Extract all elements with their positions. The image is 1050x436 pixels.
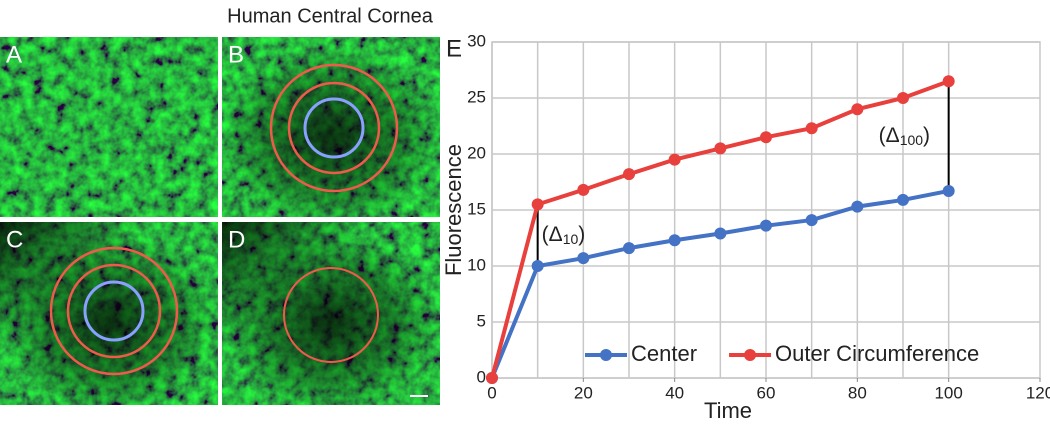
data-point [714,227,727,240]
annotation-text: (Δ [542,223,563,246]
data-point [623,242,635,255]
data-point [577,252,590,265]
legend-label: Center [631,341,697,366]
x-tick-label: 60 [757,383,776,402]
y-tick-label: 30 [467,31,486,50]
outer-ring [287,81,381,175]
x-tick-label: 20 [574,383,593,402]
y-tick-label: 25 [467,87,486,106]
x-tick-label: 100 [934,383,962,402]
data-point [714,142,727,155]
panel-label: A [6,41,22,68]
panel-label: E [446,35,462,62]
annotation-subscript: 10 [563,231,579,247]
legend-label: Outer Circumference [775,341,979,366]
data-point [668,153,681,166]
annotation-text: (Δ [879,124,900,147]
annotation-text: ) [578,223,585,246]
data-point [760,219,772,232]
center-ring [83,280,145,342]
data-point [851,103,864,116]
data-point [942,75,955,88]
data-point [851,200,864,213]
data-point [805,122,818,135]
x-tick-label: 120 [1026,383,1050,402]
outer-ring [49,246,179,376]
y-tick-label: 15 [467,199,486,218]
data-point [897,92,909,104]
data-point [531,198,544,211]
annotation-text: ) [923,124,930,147]
center-ring [303,97,365,159]
x-tick-label: 80 [848,383,867,402]
data-point [942,184,955,197]
data-point [897,193,909,206]
figure-title: Human Central Cornea [227,5,434,27]
shade [222,37,440,217]
panel-label: B [228,41,244,68]
outer-ring [269,63,399,193]
data-point [760,131,772,144]
x-axis-label: Time [704,398,752,423]
shade [222,222,440,405]
legend-swatch [744,349,757,361]
data-point [668,234,681,247]
y-tick-label: 5 [477,311,486,330]
panel-label: D [228,226,245,253]
legend-swatch [600,349,612,361]
data-point [623,168,635,181]
x-tick-label: 40 [665,383,684,402]
y-tick-label: 10 [467,255,486,274]
data-point [805,214,818,227]
outer-ring [283,267,379,363]
data-point [486,372,498,384]
micrograph [0,37,218,217]
panel-label: C [6,226,23,253]
y-axis-label: Fluorescence [441,144,466,276]
annotation: (Δ10) [542,223,586,247]
data-point [531,260,544,272]
micrographs: A B C D [0,37,440,405]
x-tick-label: 0 [487,383,496,402]
annotation: (Δ100) [879,124,930,148]
y-tick-label: 0 [477,367,486,386]
outer-ring [66,263,162,359]
data-point [577,183,590,196]
y-tick-label: 20 [467,143,486,162]
annotation-subscript: 100 [900,132,924,148]
